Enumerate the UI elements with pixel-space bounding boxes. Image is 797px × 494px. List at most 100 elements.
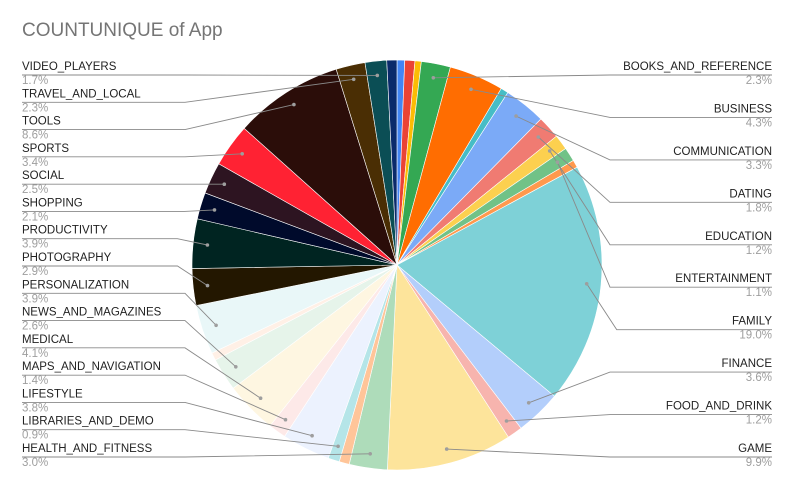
- leader-line-dating: [537, 136, 772, 203]
- slice-label-travel-and-local: TRAVEL_AND_LOCAL: [22, 88, 141, 100]
- chart-title: COUNTUNIQUE of App: [22, 20, 223, 41]
- slice-pct-business: 4.3%: [746, 117, 772, 129]
- leader-line-lifestyle: [22, 401, 313, 437]
- slice-label-food-and-drink: FOOD_AND_DRINK: [666, 401, 772, 413]
- slice-pct-books-and-reference: 2.3%: [746, 75, 772, 87]
- slice-label-social: SOCIAL: [22, 170, 65, 182]
- slice-label-finance: FINANCE: [722, 358, 773, 370]
- leader-dot-photography: [205, 283, 210, 288]
- slice-pct-medical: 4.1%: [22, 348, 48, 360]
- leader-line-health-and-fitness: [22, 453, 371, 458]
- pie-slice-game: [387, 264, 509, 471]
- slice-pct-education: 1.2%: [746, 245, 772, 257]
- leader-line-tools: [22, 104, 295, 131]
- slice-pct-health-and-fitness: 3.0%: [22, 457, 48, 469]
- leader-line-photography: [22, 265, 208, 286]
- slice-pct-maps-and-navigation: 1.4%: [22, 375, 48, 387]
- slice-pct-shopping: 2.1%: [22, 211, 48, 223]
- leader-line-books-and-reference: [433, 74, 772, 79]
- pie-slices: [191, 59, 603, 471]
- leader-dot-entertainment: [555, 160, 560, 164]
- leader-line-game: [446, 448, 772, 458]
- slice-label-productivity: PRODUCTIVITY: [22, 225, 108, 237]
- leader-dot-tools: [292, 102, 296, 107]
- leader-dot-finance: [526, 401, 531, 405]
- pie-slice-family: [396, 166, 603, 397]
- leader-dot-sports: [240, 152, 244, 156]
- slice-pct-family: 19.0%: [739, 330, 772, 342]
- slice-pct-libraries-and-demo: 0.9%: [22, 430, 48, 442]
- leader-line-personalization: [22, 292, 217, 326]
- leader-dot-communication: [514, 114, 518, 118]
- leader-dot-news-and-magazines: [234, 365, 238, 369]
- slice-pct-lifestyle: 3.8%: [22, 402, 48, 414]
- slice-pct-photography: 2.9%: [22, 266, 48, 278]
- leader-line-food-and-drink: [506, 414, 772, 422]
- slice-label-photography: PHOTOGRAPHY: [22, 252, 112, 264]
- leader-line-finance: [528, 371, 772, 404]
- leader-dot-travel-and-local: [351, 77, 356, 82]
- leader-line-maps-and-navigation: [22, 374, 286, 421]
- leader-dot-food-and-drink: [504, 419, 509, 423]
- slice-pct-game: 9.9%: [746, 457, 772, 469]
- slice-pct-communication: 3.3%: [746, 160, 772, 172]
- leader-line-travel-and-local: [22, 78, 354, 103]
- slice-label-maps-and-navigation: MAPS_AND_NAVIGATION: [22, 361, 161, 373]
- slice-labels: VIDEO_PLAYERS 1.7%TRAVEL_AND_LOCAL 2.3% TOO…: [22, 61, 772, 469]
- leader-line-education: [549, 150, 772, 246]
- leader-dot-books-and-reference: [431, 76, 436, 80]
- leader-line-sports: [22, 153, 243, 158]
- leader-line-libraries-and-demo: [22, 429, 339, 447]
- leader-line-medical: [22, 347, 261, 399]
- leader-dot-business: [469, 87, 473, 92]
- slice-pct-social: 2.5%: [22, 184, 48, 196]
- slice-label-family: FAMILY: [732, 316, 772, 328]
- slice-label-business: BUSINESS: [714, 103, 772, 115]
- leader-dot-libraries-and-demo: [336, 444, 340, 449]
- slice-pct-finance: 3.6%: [746, 372, 772, 384]
- slice-pct-personalization: 3.9%: [22, 293, 48, 305]
- pie-slice-weather: [386, 59, 398, 266]
- slice-label-medical: MEDICAL: [22, 334, 74, 346]
- slice-label-libraries-and-demo: LIBRARIES_AND_DEMO: [22, 416, 154, 428]
- slice-label-lifestyle: LIFESTYLE: [22, 388, 83, 400]
- leader-line-family: [586, 283, 772, 331]
- slice-pct-sports: 3.4%: [22, 157, 48, 169]
- slice-label-communication: COMMUNICATION: [673, 146, 772, 158]
- slice-pct-food-and-drink: 1.2%: [746, 415, 772, 427]
- slice-pct-productivity: 3.9%: [22, 239, 48, 251]
- leader-dot-video-players: [375, 73, 380, 78]
- slice-pct-news-and-magazines: 2.6%: [22, 321, 48, 333]
- leader-line-communication: [515, 115, 772, 161]
- slice-pct-tools: 8.6%: [22, 130, 48, 142]
- slice-label-dating: DATING: [729, 188, 772, 200]
- slice-pct-travel-and-local: 2.3%: [22, 102, 48, 114]
- leader-dot-dating: [536, 135, 541, 139]
- slice-label-video-players: VIDEO_PLAYERS: [22, 61, 117, 73]
- leader-lines: [22, 73, 772, 458]
- leader-line-business: [470, 88, 772, 118]
- leader-dot-medical: [258, 396, 263, 401]
- leader-dot-personalization: [214, 323, 218, 328]
- leader-dot-lifestyle: [310, 433, 314, 438]
- slice-pct-video-players: 1.7%: [22, 75, 48, 87]
- leader-line-news-and-magazines: [22, 320, 237, 368]
- leader-dot-game: [444, 447, 449, 451]
- leader-line-productivity: [22, 238, 208, 246]
- slice-label-news-and-magazines: NEWS_AND_MAGAZINES: [22, 307, 162, 319]
- leader-dot-social: [222, 182, 227, 186]
- leader-line-shopping: [22, 209, 215, 212]
- leader-dot-maps-and-navigation: [283, 417, 288, 422]
- leader-dot-shopping: [212, 208, 217, 212]
- leader-line-entertainment: [557, 162, 772, 288]
- slice-label-health-and-fitness: HEALTH_AND_FITNESS: [22, 443, 152, 455]
- slice-pct-dating: 1.8%: [746, 202, 772, 214]
- slice-pct-entertainment: 1.1%: [746, 287, 772, 299]
- leader-dot-education: [547, 149, 552, 153]
- slice-label-tools: TOOLS: [22, 116, 61, 128]
- slice-label-shopping: SHOPPING: [22, 197, 83, 209]
- pie-slice-tools: [243, 68, 398, 266]
- leader-dot-family: [584, 282, 589, 286]
- slice-label-entertainment: ENTERTAINMENT: [675, 273, 772, 285]
